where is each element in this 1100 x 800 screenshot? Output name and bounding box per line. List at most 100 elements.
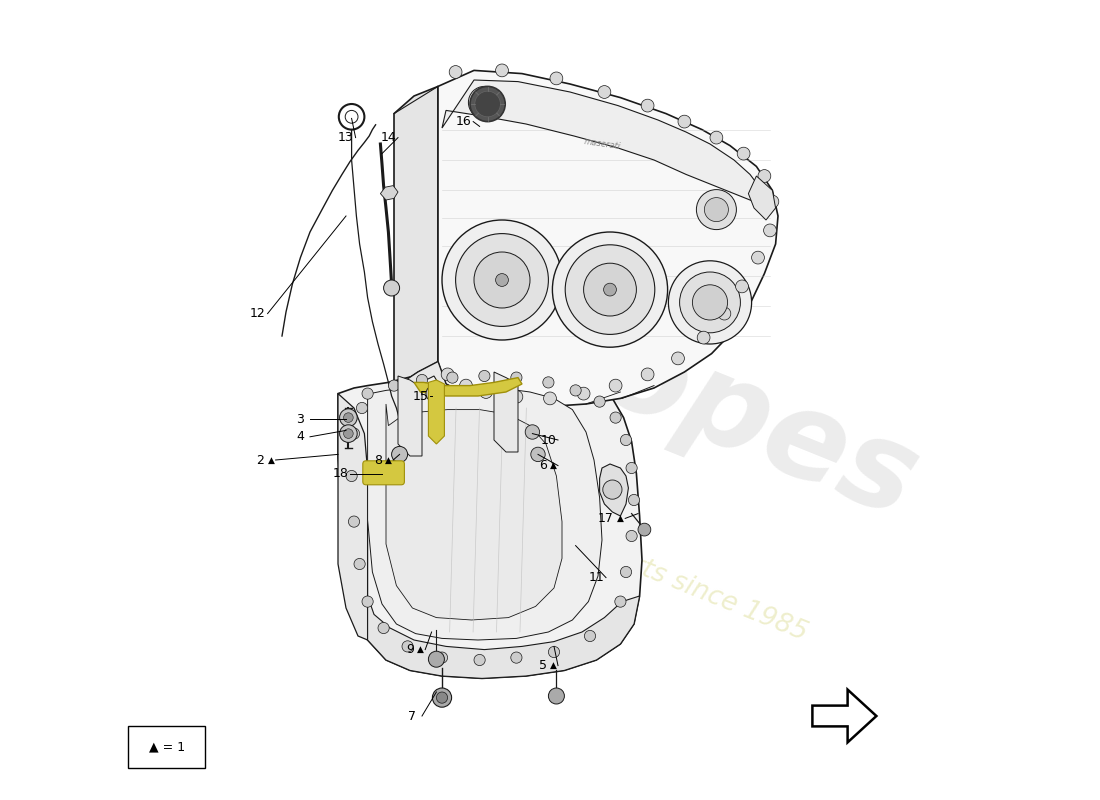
Circle shape: [578, 387, 590, 400]
Polygon shape: [338, 394, 367, 640]
Circle shape: [442, 220, 562, 340]
Circle shape: [680, 272, 740, 333]
Polygon shape: [494, 372, 518, 452]
Text: ▲: ▲: [385, 455, 392, 465]
Circle shape: [475, 91, 500, 117]
Circle shape: [549, 688, 564, 704]
Polygon shape: [414, 378, 522, 396]
Polygon shape: [813, 690, 877, 742]
Circle shape: [598, 86, 611, 98]
Circle shape: [349, 516, 360, 527]
Circle shape: [696, 190, 736, 230]
Circle shape: [432, 688, 452, 707]
Circle shape: [392, 446, 408, 462]
Circle shape: [736, 280, 748, 293]
Text: 2: 2: [256, 454, 264, 466]
Circle shape: [469, 86, 500, 118]
Circle shape: [525, 425, 540, 439]
Circle shape: [737, 147, 750, 160]
Circle shape: [604, 283, 616, 296]
Text: 11: 11: [588, 571, 604, 584]
Circle shape: [340, 409, 358, 426]
Circle shape: [609, 379, 622, 392]
Circle shape: [496, 64, 508, 77]
Text: ▲: ▲: [550, 661, 557, 670]
Circle shape: [549, 646, 560, 658]
Circle shape: [610, 412, 621, 423]
Polygon shape: [600, 464, 628, 516]
Circle shape: [447, 372, 458, 383]
Text: 5: 5: [539, 659, 547, 672]
Circle shape: [475, 93, 494, 112]
Circle shape: [543, 392, 557, 405]
Circle shape: [496, 274, 508, 286]
Circle shape: [474, 654, 485, 666]
Polygon shape: [428, 380, 444, 444]
Circle shape: [384, 280, 399, 296]
Polygon shape: [338, 370, 642, 678]
Circle shape: [378, 622, 389, 634]
Circle shape: [718, 307, 730, 320]
Circle shape: [692, 285, 727, 320]
Circle shape: [437, 692, 448, 703]
Circle shape: [641, 368, 654, 381]
Polygon shape: [367, 596, 639, 678]
Circle shape: [460, 379, 472, 392]
Circle shape: [362, 388, 373, 399]
Circle shape: [354, 558, 365, 570]
Circle shape: [417, 374, 428, 386]
Circle shape: [565, 245, 654, 334]
Polygon shape: [381, 186, 398, 200]
Circle shape: [552, 232, 668, 347]
Circle shape: [510, 390, 522, 403]
Circle shape: [542, 377, 554, 388]
Circle shape: [362, 596, 373, 607]
Circle shape: [704, 198, 728, 222]
Circle shape: [402, 641, 414, 652]
Circle shape: [426, 386, 442, 402]
Text: 18: 18: [332, 467, 349, 480]
Polygon shape: [394, 362, 478, 408]
Circle shape: [346, 470, 358, 482]
Circle shape: [584, 263, 637, 316]
Circle shape: [428, 651, 444, 667]
Circle shape: [478, 370, 490, 382]
Text: ▲: ▲: [417, 645, 425, 654]
Polygon shape: [386, 404, 562, 620]
Text: 17: 17: [598, 512, 614, 525]
Text: ▲: ▲: [550, 461, 557, 470]
Circle shape: [678, 115, 691, 128]
Polygon shape: [442, 80, 766, 206]
Circle shape: [697, 331, 710, 344]
Circle shape: [584, 630, 595, 642]
Polygon shape: [367, 386, 602, 640]
Circle shape: [474, 252, 530, 308]
Polygon shape: [748, 176, 775, 220]
Circle shape: [437, 652, 448, 663]
Circle shape: [758, 170, 771, 182]
Text: 3: 3: [297, 413, 305, 426]
Circle shape: [356, 402, 367, 414]
Text: ▲ = 1: ▲ = 1: [148, 741, 185, 754]
Circle shape: [340, 425, 358, 442]
Circle shape: [343, 429, 353, 438]
FancyBboxPatch shape: [363, 461, 405, 485]
Circle shape: [628, 494, 639, 506]
Text: a passion for parts since 1985: a passion for parts since 1985: [432, 474, 812, 646]
Circle shape: [449, 66, 462, 78]
Text: 6: 6: [539, 459, 547, 472]
Circle shape: [638, 523, 651, 536]
Circle shape: [349, 428, 360, 439]
Circle shape: [441, 368, 454, 381]
Circle shape: [531, 447, 546, 462]
Text: 14: 14: [381, 131, 396, 144]
Circle shape: [594, 396, 605, 407]
Text: europes: europes: [374, 226, 934, 542]
Circle shape: [751, 251, 764, 264]
Circle shape: [550, 72, 563, 85]
Circle shape: [455, 234, 549, 326]
Circle shape: [510, 652, 522, 663]
Circle shape: [672, 352, 684, 365]
FancyBboxPatch shape: [129, 726, 206, 768]
Text: ▲: ▲: [617, 514, 624, 523]
